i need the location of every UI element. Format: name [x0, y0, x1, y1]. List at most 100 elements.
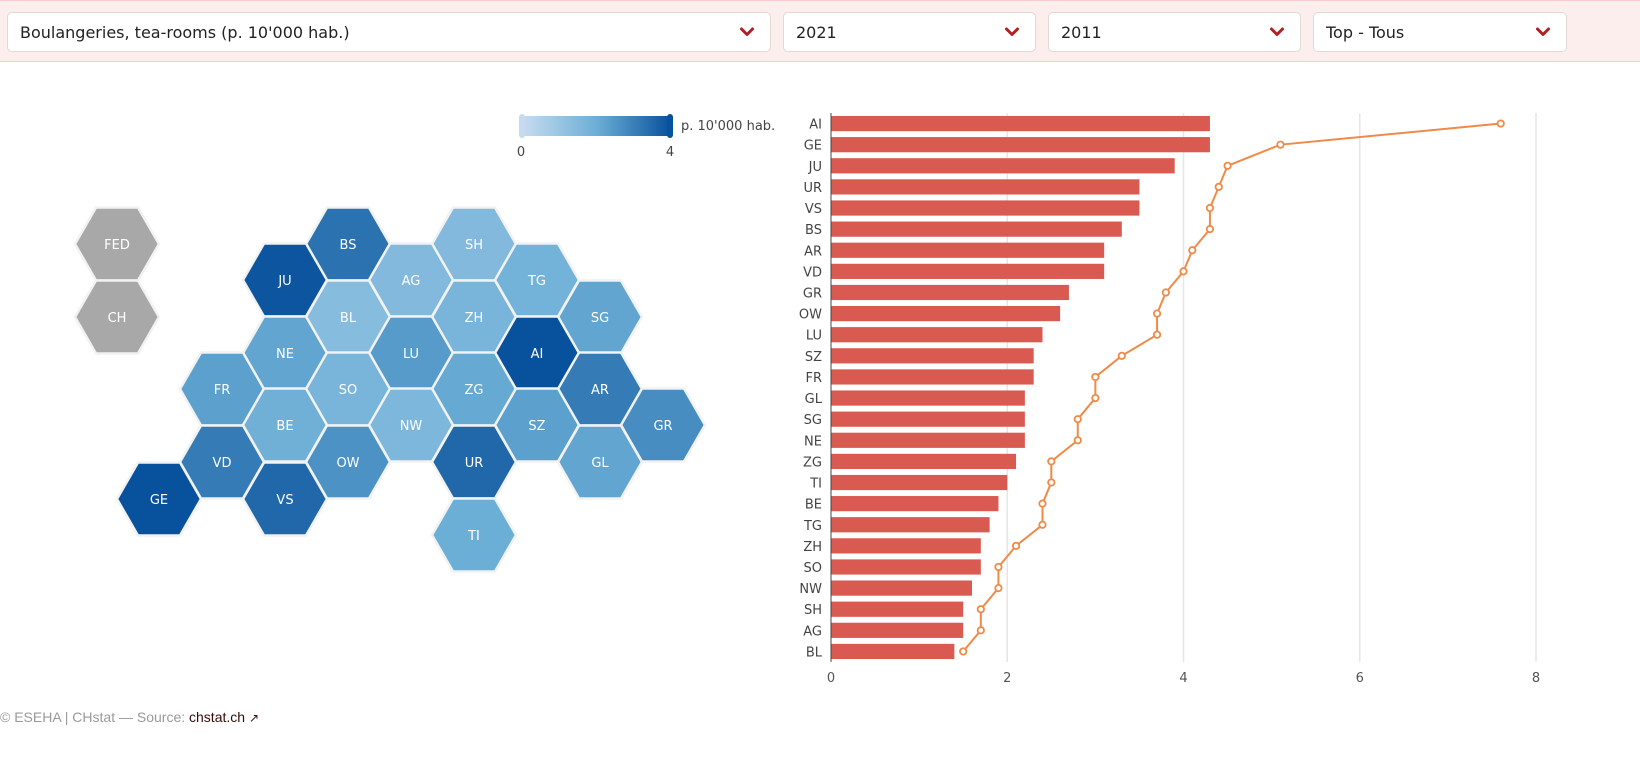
color-legend: p. 10'000 hab. 0 4 [517, 114, 775, 160]
bar-tg[interactable] [831, 517, 990, 533]
hex-cell-vs[interactable]: VS [241, 461, 329, 537]
line-point-ne[interactable] [1073, 436, 1082, 445]
hex-cell-ge[interactable]: GE [115, 461, 203, 537]
bar-fr[interactable] [831, 369, 1034, 385]
y-tick-label: TG [803, 519, 822, 534]
hex-cell-so[interactable]: SO [304, 351, 392, 427]
bar-ar[interactable] [831, 242, 1105, 258]
bar-be[interactable] [831, 496, 999, 512]
hex-label: ZG [465, 383, 484, 398]
line-point-ag[interactable] [976, 626, 985, 635]
hex-cell-vd[interactable]: VD [178, 424, 266, 500]
line-point-bl[interactable] [959, 647, 968, 656]
line-point-vd[interactable] [1179, 267, 1188, 276]
line-point-ge[interactable] [1276, 140, 1285, 149]
hex-shape [73, 279, 161, 355]
bar-sz[interactable] [831, 348, 1034, 364]
hex-label: FR [214, 383, 231, 398]
year-a-select[interactable]: 2021 [783, 12, 1036, 52]
bar-ju[interactable] [831, 158, 1175, 174]
bar-chart: 0 2 4 6 8 AI GE JU UR VS BS AR VD GR OW LU SZ FR GL SG NE ZG T… [799, 113, 1540, 686]
bar-bs[interactable] [831, 221, 1122, 237]
bar-ai[interactable] [831, 115, 1210, 132]
hex-cell-gl[interactable]: GL [556, 424, 644, 500]
year-b-select-value: 2011 [1061, 22, 1102, 42]
bar-sg[interactable] [831, 411, 1025, 427]
y-tick-label: NE [804, 434, 822, 449]
x-tick-label: 4 [1179, 671, 1187, 686]
line-point-ow[interactable] [1152, 309, 1162, 318]
line-point-sz[interactable] [1117, 351, 1126, 360]
bar-ag[interactable] [831, 622, 964, 638]
hex-cell-ch[interactable]: CH [73, 279, 161, 355]
bar-bl[interactable] [831, 643, 955, 660]
bar-ur[interactable] [831, 179, 1140, 195]
ranking-select-value: Top - Tous [1326, 22, 1405, 42]
bar-zh[interactable] [831, 538, 981, 554]
source-link[interactable]: chstat.ch ↗ [189, 709, 259, 725]
hex-label: SZ [528, 419, 545, 434]
bar-ne[interactable] [831, 432, 1025, 448]
footer-credit: © ESEHA | CHstat — Source: [0, 709, 190, 725]
hex-label: FED [104, 238, 130, 253]
bar-gr[interactable] [831, 284, 1069, 301]
bar-ow[interactable] [831, 305, 1061, 322]
line-point-be[interactable] [1038, 499, 1047, 508]
ranking-select[interactable]: Top - Tous [1313, 12, 1567, 52]
x-tick-label: 6 [1356, 671, 1364, 686]
line-point-ai[interactable] [1496, 119, 1505, 128]
y-tick-label: VS [805, 202, 822, 217]
hex-label: BS [340, 238, 357, 253]
hex-label: NW [400, 419, 423, 434]
bar-vs[interactable] [831, 200, 1140, 216]
line-point-gr[interactable] [1161, 288, 1170, 297]
line-point-zh[interactable] [1011, 541, 1021, 550]
bar-ti[interactable] [831, 474, 1008, 491]
year-b-select[interactable]: 2011 [1048, 12, 1301, 52]
legend-max-handle[interactable] [667, 114, 673, 138]
bar-sh[interactable] [831, 601, 964, 617]
hex-cell-fed[interactable]: FED [73, 206, 161, 282]
y-tick-label: LU [806, 329, 822, 344]
line-point-tg[interactable] [1038, 520, 1047, 529]
line-point-ar[interactable] [1188, 246, 1197, 255]
bar-ge[interactable] [831, 137, 1210, 153]
bar-lu[interactable] [831, 327, 1043, 343]
line-point-ju[interactable] [1223, 161, 1232, 170]
hex-label: TG [527, 274, 546, 289]
hex-label: BL [340, 311, 357, 326]
chevron-down-icon [1536, 25, 1550, 39]
line-point-sg[interactable] [1073, 415, 1082, 424]
hex-shape [430, 497, 518, 573]
line-point-vs[interactable] [1205, 203, 1215, 213]
line-point-ur[interactable] [1214, 182, 1223, 192]
hex-map: FED CH BS SH JU AG TG BL ZH SG NE LU AI FR SO ZG AR BE NW S… [73, 206, 707, 573]
line-point-bs[interactable] [1205, 225, 1215, 234]
line-point-gl[interactable] [1091, 393, 1100, 403]
bar-vd[interactable] [831, 263, 1105, 279]
line-point-ti[interactable] [1047, 478, 1056, 487]
hex-label: AR [591, 383, 609, 398]
chevron-down-icon [740, 25, 754, 39]
line-point-so[interactable] [994, 562, 1003, 572]
hex-cell-ow[interactable]: OW [304, 424, 392, 500]
hex-label: AG [402, 274, 421, 289]
legend-min-handle[interactable] [519, 114, 525, 138]
bar-zg[interactable] [831, 453, 1017, 470]
line-point-lu[interactable] [1152, 330, 1162, 339]
bar-so[interactable] [831, 559, 981, 575]
hex-label: JU [277, 274, 291, 289]
hex-label: SH [465, 238, 483, 253]
hex-label: CH [108, 311, 127, 326]
bar-gl[interactable] [831, 390, 1025, 406]
line-point-zg[interactable] [1047, 457, 1056, 466]
line-point-sh[interactable] [976, 605, 985, 614]
line-point-fr[interactable] [1091, 372, 1100, 382]
line-point-nw[interactable] [994, 583, 1003, 593]
hex-shape [241, 461, 329, 537]
indicator-select[interactable]: Boulangeries, tea-rooms (p. 10'000 hab.) [7, 12, 771, 52]
filter-bar: Boulangeries, tea-rooms (p. 10'000 hab.)… [0, 0, 1640, 62]
hex-label: UR [465, 456, 484, 471]
hex-cell-ti[interactable]: TI [430, 497, 518, 573]
bar-nw[interactable] [831, 580, 972, 596]
